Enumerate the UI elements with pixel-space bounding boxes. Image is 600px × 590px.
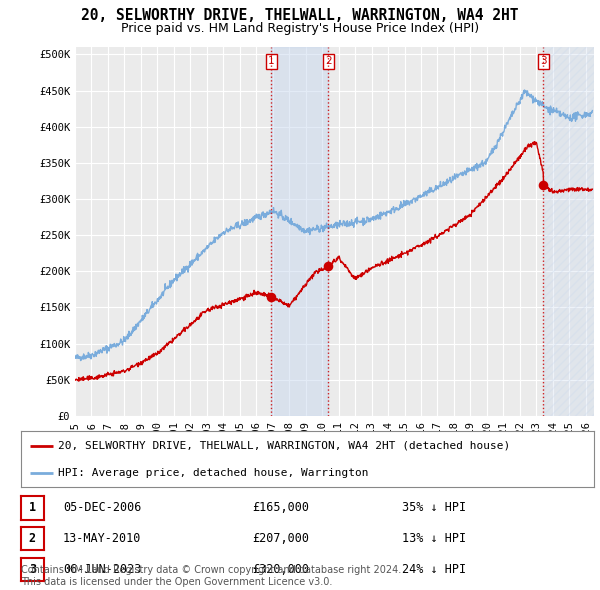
Text: 35% ↓ HPI: 35% ↓ HPI (402, 502, 466, 514)
Text: 24% ↓ HPI: 24% ↓ HPI (402, 563, 466, 576)
Point (323, 261, 333, 271)
Text: 20, SELWORTHY DRIVE, THELWALL, WARRINGTON, WA4 2HT: 20, SELWORTHY DRIVE, THELWALL, WARRINGTO… (81, 8, 519, 22)
Text: 3: 3 (29, 563, 36, 576)
Text: 2: 2 (325, 57, 332, 67)
Text: £207,000: £207,000 (252, 532, 309, 545)
Text: 1: 1 (29, 502, 36, 514)
Point (266, 292, 276, 301)
Text: Contains HM Land Registry data © Crown copyright and database right 2024.
This d: Contains HM Land Registry data © Crown c… (21, 565, 401, 587)
Text: Price paid vs. HM Land Registry's House Price Index (HPI): Price paid vs. HM Land Registry's House … (121, 22, 479, 35)
Text: £320,000: £320,000 (252, 563, 309, 576)
Text: 13% ↓ HPI: 13% ↓ HPI (402, 532, 466, 545)
Text: 06-JUN-2023: 06-JUN-2023 (63, 563, 142, 576)
Bar (271, 47, 328, 416)
Text: £165,000: £165,000 (252, 502, 309, 514)
Bar (544, 47, 594, 416)
Text: HPI: Average price, detached house, Warrington: HPI: Average price, detached house, Warr… (58, 468, 369, 478)
Text: 13-MAY-2010: 13-MAY-2010 (63, 532, 142, 545)
Text: 05-DEC-2006: 05-DEC-2006 (63, 502, 142, 514)
Text: 20, SELWORTHY DRIVE, THELWALL, WARRINGTON, WA4 2HT (detached house): 20, SELWORTHY DRIVE, THELWALL, WARRINGTO… (58, 441, 511, 451)
Text: 3: 3 (540, 57, 547, 67)
Text: 2: 2 (29, 532, 36, 545)
Text: 1: 1 (268, 57, 275, 67)
Point (539, 180, 548, 189)
